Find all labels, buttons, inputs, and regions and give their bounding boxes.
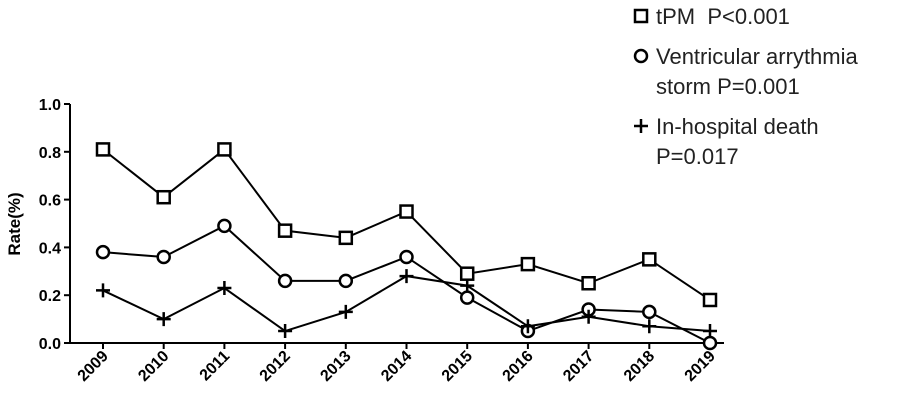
x-tick-label: 2009	[75, 348, 112, 385]
marker	[217, 281, 232, 296]
marker	[633, 8, 649, 24]
legend-label: In-hospital death P=0.017	[656, 114, 825, 169]
series-line	[102, 275, 711, 333]
y-tick-label: 0.0	[39, 336, 61, 353]
marker	[156, 312, 171, 327]
marker	[459, 266, 475, 281]
legend-item: Ventricular arrythmia storm P=0.001	[632, 42, 897, 102]
x-tick-label: 2013	[317, 348, 354, 385]
marker	[277, 223, 293, 238]
marker	[338, 230, 354, 246]
x-tick-label: 2010	[135, 348, 172, 385]
legend-marker	[633, 8, 649, 24]
legend-marker	[633, 48, 649, 64]
x-tick-label: 2014	[378, 348, 415, 385]
series-line	[102, 224, 711, 344]
marker	[338, 273, 354, 289]
marker	[217, 218, 232, 234]
marker	[156, 249, 171, 265]
y-axis-label: Rate(%)	[5, 192, 24, 255]
marker	[338, 304, 353, 319]
marker	[399, 249, 414, 265]
marker	[399, 204, 414, 219]
marker	[642, 304, 657, 320]
x-tick-label: 2019	[682, 348, 719, 385]
marker	[642, 319, 657, 334]
marker	[277, 273, 293, 289]
marker	[642, 252, 657, 267]
marker	[703, 324, 717, 339]
marker	[702, 292, 718, 308]
x-tick-label: 2016	[500, 348, 537, 385]
marker	[459, 290, 475, 305]
marker	[581, 276, 596, 291]
marker	[634, 119, 648, 133]
legend-label: Ventricular arrythmia storm P=0.001	[656, 44, 864, 99]
marker	[581, 309, 596, 324]
marker	[95, 244, 111, 260]
y-tick-label: 1.0	[39, 97, 61, 114]
marker	[520, 319, 535, 334]
legend: tPM P<0.001 Ventricular arrythmia storm P…	[632, 2, 897, 182]
x-tick-label: 2015	[439, 348, 476, 385]
marker	[156, 189, 171, 205]
legend-label: tPM P<0.001	[656, 4, 790, 29]
marker	[702, 335, 718, 351]
y-tick-label: 0.4	[39, 240, 61, 257]
legend-item: tPM P<0.001	[632, 2, 897, 32]
marker	[278, 324, 293, 339]
legend-marker	[634, 119, 648, 133]
marker	[399, 269, 414, 284]
legend-item: In-hospital death P=0.017	[632, 112, 897, 172]
x-tick-label: 2017	[560, 348, 597, 385]
marker	[460, 278, 475, 293]
x-tick-label: 2018	[621, 348, 658, 385]
marker	[217, 142, 232, 157]
marker	[520, 256, 536, 272]
marker	[633, 48, 649, 64]
marker	[95, 142, 111, 157]
x-tick-label: 2012	[257, 348, 294, 385]
y-tick-label: 0.8	[39, 145, 61, 162]
x-tick-label: 2011	[197, 348, 234, 385]
y-tick-label: 0.2	[39, 288, 61, 305]
y-tick-label: 0.6	[39, 193, 61, 210]
marker	[96, 283, 110, 298]
